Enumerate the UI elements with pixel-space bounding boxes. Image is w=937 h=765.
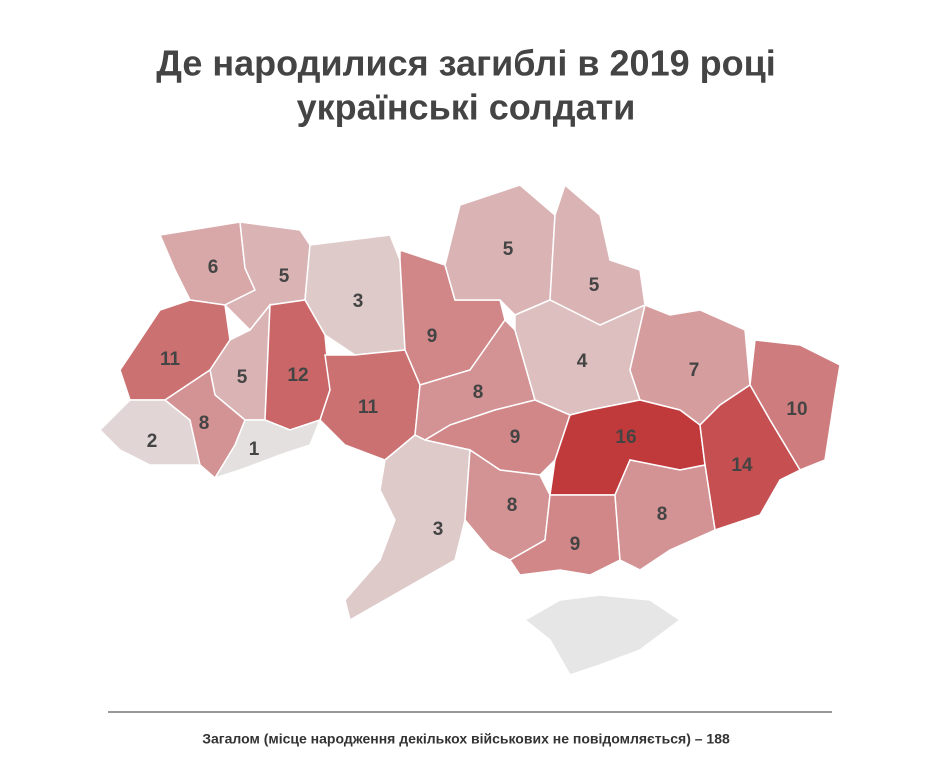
region-value: 9: [510, 427, 521, 448]
region-value: 9: [570, 534, 581, 555]
region-value: 8: [657, 504, 668, 525]
region: [614, 459, 716, 571]
region-value: 5: [237, 367, 248, 388]
title-line-2: українські солдати: [297, 87, 636, 128]
region-value: 5: [279, 266, 290, 287]
region-value: 5: [503, 239, 514, 260]
region-value: 3: [353, 291, 364, 312]
region-value: 9: [427, 326, 438, 347]
region-value: 8: [199, 413, 210, 434]
region-value: 12: [287, 365, 308, 386]
region: [344, 434, 471, 622]
region-value: 8: [473, 382, 484, 403]
region-value: 2: [147, 431, 158, 452]
region-value: 3: [433, 519, 444, 540]
region-value: 6: [208, 257, 219, 278]
region-value: 8: [507, 495, 518, 516]
crimea: [523, 594, 682, 676]
region-value: 11: [160, 349, 181, 370]
region-value: 10: [786, 399, 807, 420]
region-value: 14: [731, 455, 753, 476]
region-value: 7: [689, 360, 700, 381]
footer: Загалом (місце народження декількох війс…: [202, 731, 730, 747]
title-line-1: Де народилися загиблі в 2019 році: [156, 43, 776, 84]
region: [444, 184, 556, 316]
region-value: 4: [577, 351, 588, 372]
region: [213, 418, 322, 480]
region-value: 5: [589, 275, 600, 296]
region-value: 1: [249, 439, 260, 460]
region-value: 16: [615, 427, 636, 448]
region-value: 11: [358, 397, 379, 418]
region: [549, 183, 646, 326]
